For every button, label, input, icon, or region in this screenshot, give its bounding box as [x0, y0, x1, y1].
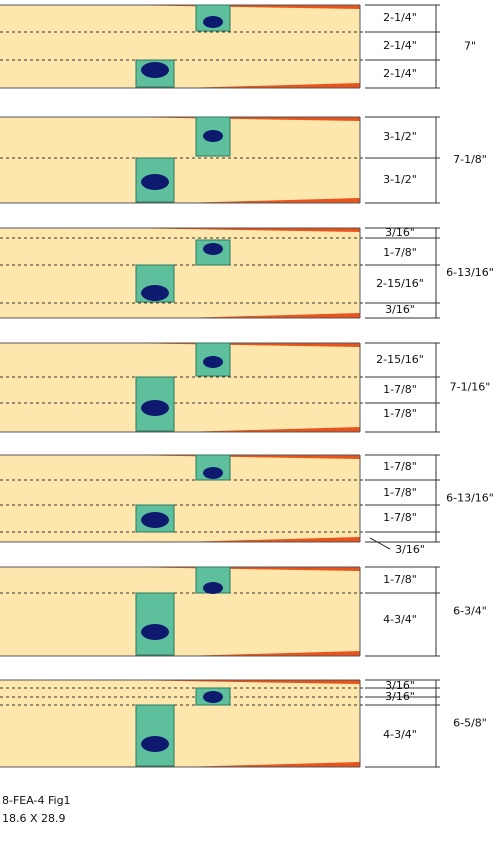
hole	[203, 582, 223, 594]
panel	[0, 117, 360, 203]
edge-wedge	[180, 83, 360, 88]
dimension-label: 3/16"	[385, 226, 415, 239]
dimension-label: 3/16"	[385, 690, 415, 703]
edge-wedge	[120, 228, 360, 232]
panel	[0, 567, 360, 656]
dimension-label: 4-3/4"	[383, 613, 417, 626]
dimension-label: 2-1/4"	[383, 11, 417, 24]
dimension-label: 2-15/16"	[376, 277, 424, 290]
edge-wedge	[180, 537, 360, 542]
dimension-label: 4-3/4"	[383, 728, 417, 741]
total-label: 6-13/16"	[446, 492, 494, 505]
dimension-label: 2-15/16"	[376, 353, 424, 366]
figure-size: 18.6 X 28.9	[2, 812, 66, 825]
hole	[141, 624, 169, 640]
edge-wedge	[120, 567, 360, 571]
dimension-label: 2-1/4"	[383, 39, 417, 52]
dimension-label: 1-7/8"	[383, 407, 417, 420]
total-label: 6-3/4"	[453, 605, 487, 618]
edge-wedge	[120, 5, 360, 9]
dimension-label: 3-1/2"	[383, 130, 417, 143]
total-label: 7-1/16"	[450, 381, 491, 394]
edge-wedge	[120, 680, 360, 684]
edge-wedge	[120, 455, 360, 459]
total-label: 6-13/16"	[446, 266, 494, 279]
hole	[203, 16, 223, 28]
edge-wedge	[120, 343, 360, 347]
hole	[141, 285, 169, 301]
stud-box	[195, 342, 231, 377]
dimension-label: 3/16"	[385, 303, 415, 316]
hole	[141, 512, 169, 528]
panel	[0, 680, 360, 767]
dimension-label: 1-7/8"	[383, 511, 417, 524]
edge-wedge	[180, 313, 360, 318]
hole	[203, 243, 223, 255]
edge-wedge	[180, 762, 360, 767]
panel	[0, 455, 360, 542]
dimension-label: 1-7/8"	[383, 383, 417, 396]
panel	[0, 228, 360, 318]
edge-wedge	[180, 198, 360, 203]
hole	[141, 736, 169, 752]
edge-wedge	[180, 427, 360, 432]
panel	[0, 343, 360, 432]
hole	[203, 691, 223, 703]
hole	[141, 174, 169, 190]
hole	[141, 400, 169, 416]
dimension-label: 1-7/8"	[383, 486, 417, 499]
figure-id: 8-FEA-4 Fig1	[2, 794, 71, 807]
callout-line	[369, 537, 391, 550]
total-label: 7-1/8"	[453, 153, 487, 166]
callout-label: 3/16"	[395, 543, 425, 556]
dimension-label: 2-1/4"	[383, 67, 417, 80]
dimension-label: 3-1/2"	[383, 173, 417, 186]
hole	[141, 62, 169, 78]
total-label: 6-5/8"	[453, 717, 487, 730]
dimension-label: 1-7/8"	[383, 246, 417, 259]
total-label: 7"	[464, 40, 476, 53]
stud-box	[135, 704, 175, 767]
dimension-label: 1-7/8"	[383, 460, 417, 473]
dimension-label: 1-7/8"	[383, 573, 417, 586]
panel	[0, 5, 360, 88]
edge-wedge	[120, 117, 360, 121]
hole	[203, 356, 223, 368]
dimension-label: 3/16"	[385, 679, 415, 692]
edge-wedge	[180, 651, 360, 656]
hole	[203, 467, 223, 479]
hole	[203, 130, 223, 142]
